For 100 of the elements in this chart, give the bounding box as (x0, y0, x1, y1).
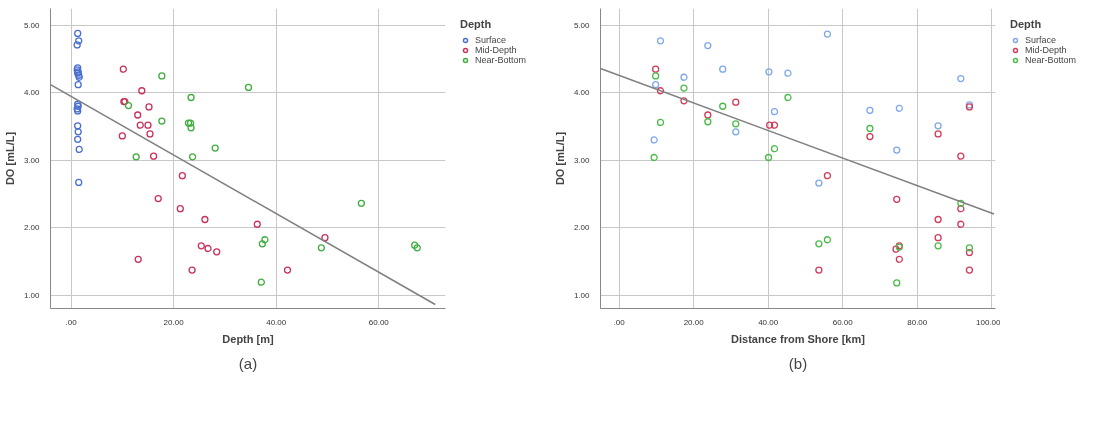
y-tick-label: 3.00 (573, 155, 591, 165)
x-tick-label: 60.00 (368, 317, 390, 327)
point (766, 121, 774, 129)
point (357, 199, 366, 207)
point (74, 128, 82, 136)
point (75, 178, 83, 187)
legend-label: Surface (475, 35, 507, 45)
point (118, 132, 126, 140)
point (815, 179, 823, 187)
point (965, 248, 974, 257)
point (765, 68, 773, 76)
point (132, 153, 140, 161)
y-axis-title: DO [mL/L] (553, 131, 566, 186)
point (154, 194, 162, 203)
point (261, 236, 269, 244)
point (934, 215, 942, 224)
point (146, 130, 154, 138)
legend-label: Near-Bottom (1025, 55, 1077, 65)
point (317, 244, 326, 252)
x-tick-label: .00 (65, 317, 78, 327)
point (823, 236, 832, 244)
point (74, 135, 82, 143)
point (732, 128, 740, 136)
point (213, 248, 221, 256)
point (934, 242, 942, 250)
point (680, 73, 688, 81)
point (957, 205, 965, 213)
y-axis-title: DO [mL/L] (3, 131, 16, 186)
point (201, 215, 209, 224)
point (138, 87, 146, 95)
point (188, 153, 197, 161)
point (652, 65, 660, 73)
x-axis-title: Distance from Shore [km] (731, 332, 866, 345)
x-tick-label: 20.00 (163, 317, 185, 327)
point (650, 136, 658, 144)
y-tick-label: 4.00 (23, 88, 41, 98)
legend-label: Near-Bottom (475, 55, 527, 65)
point (144, 121, 152, 129)
point (134, 111, 142, 119)
point (934, 122, 942, 130)
y-tick-label: 5.00 (573, 20, 591, 30)
x-tick-label: 20.00 (683, 317, 705, 327)
point (895, 255, 904, 263)
point (253, 220, 261, 228)
y-tick-label: 2.00 (23, 223, 41, 233)
point (866, 106, 874, 114)
point (815, 266, 823, 274)
point (957, 74, 965, 83)
point (704, 118, 712, 126)
point (770, 121, 779, 129)
point (283, 266, 292, 274)
point (74, 29, 82, 38)
point (934, 130, 942, 138)
x-tick-label: 100.00 (976, 317, 1002, 327)
x-tick-label: 60.00 (832, 317, 854, 327)
point (257, 278, 265, 286)
point (187, 93, 195, 102)
point (187, 124, 195, 132)
text: (a) (238, 354, 258, 372)
point (704, 41, 712, 50)
legend-label: Mid-Depth (1025, 45, 1067, 55)
point (680, 97, 688, 105)
point (893, 195, 901, 203)
point (124, 101, 133, 110)
point (411, 241, 419, 249)
point (176, 205, 184, 213)
point (74, 122, 82, 130)
point (178, 172, 186, 180)
point (656, 37, 665, 45)
point (815, 240, 823, 248)
point (680, 84, 688, 92)
point (957, 152, 965, 160)
point (145, 103, 153, 111)
point (934, 234, 942, 242)
point (258, 240, 267, 248)
point (204, 244, 212, 253)
point (732, 98, 740, 106)
legend-label: Mid-Depth (475, 45, 517, 55)
point (957, 220, 965, 228)
x-tick-label: 40.00 (266, 317, 287, 327)
legend-title: Depth (460, 18, 493, 30)
y-tick-label: 2.00 (573, 223, 591, 233)
y-tick-label: 1.00 (23, 290, 41, 300)
x-tick-label: 40.00 (758, 317, 779, 327)
point (413, 244, 421, 252)
x-tick-label: .00 (613, 317, 626, 327)
point (75, 37, 83, 45)
point (650, 153, 658, 162)
point (823, 30, 832, 38)
point (719, 102, 727, 110)
point (136, 121, 144, 129)
point (957, 199, 965, 207)
point (823, 172, 832, 180)
y-tick-label: 1.00 (573, 290, 591, 300)
point (965, 244, 974, 252)
point (652, 72, 660, 80)
point (656, 87, 665, 95)
y-tick-label: 3.00 (23, 155, 41, 165)
point (134, 255, 142, 263)
point (211, 144, 219, 152)
